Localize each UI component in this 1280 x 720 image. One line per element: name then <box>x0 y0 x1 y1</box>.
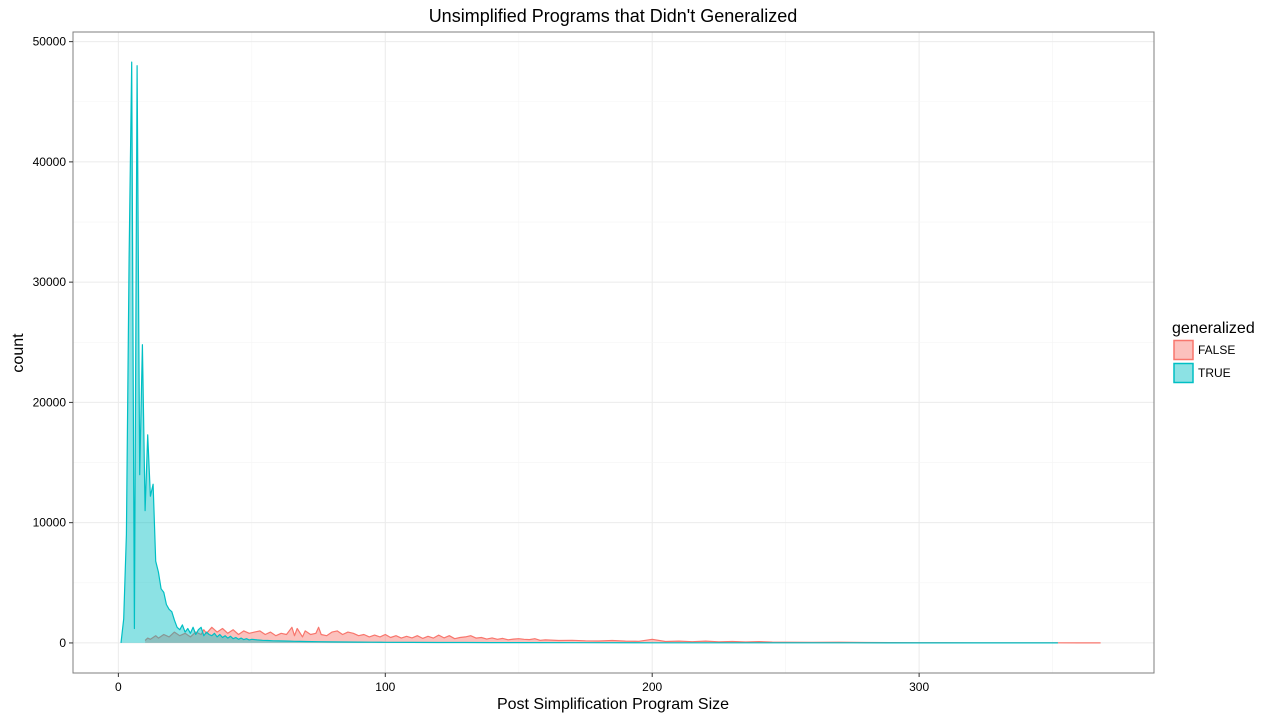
y-tick-label: 50000 <box>33 35 67 49</box>
y-tick-label: 10000 <box>33 516 67 530</box>
plot-panel-border <box>72 31 1155 674</box>
x-tick-label: 0 <box>115 680 122 694</box>
legend-label-false: FALSE <box>1198 343 1235 357</box>
line-false <box>144 626 1101 644</box>
chart-title: Unsimplified Programs that Didn't Genera… <box>429 6 798 26</box>
y-tick-label: 40000 <box>33 155 67 169</box>
y-axis-title: count <box>10 333 27 373</box>
y-tick-label: 20000 <box>33 395 67 409</box>
line-true <box>120 61 1058 644</box>
y-tick-label: 0 <box>59 636 66 650</box>
legend-key-true <box>1173 362 1194 384</box>
legend-label-true: TRUE <box>1198 366 1231 380</box>
area-false <box>145 627 1101 643</box>
legend: generalized FALSE TRUE <box>1172 320 1255 384</box>
series-layer <box>120 61 1101 644</box>
legend-key-false <box>1173 339 1194 361</box>
x-tick-label: 200 <box>642 680 662 694</box>
area-true <box>121 62 1058 643</box>
gridlines <box>73 32 1154 673</box>
x-axis-title: Post Simplification Program Size <box>497 696 729 713</box>
x-tick-label: 300 <box>909 680 929 694</box>
legend-key-background <box>1173 363 1194 383</box>
legend-title: generalized <box>1172 320 1255 337</box>
x-tick-label: 100 <box>375 680 395 694</box>
legend-key-background <box>1173 340 1194 360</box>
y-tick-label: 30000 <box>33 275 67 289</box>
axis-ticks: 0 100 200 300 0 10000 20000 30000 40000 50000 <box>33 35 930 694</box>
